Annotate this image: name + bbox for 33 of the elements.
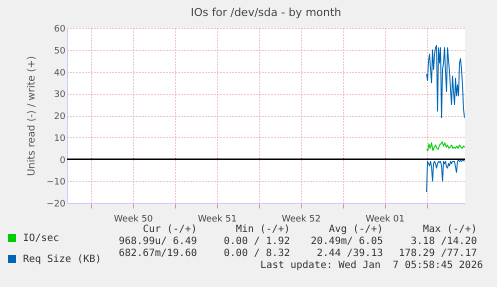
x-tick-label: Week 52 <box>282 214 321 224</box>
text: 3.18 /14.20 <box>410 236 477 248</box>
text: 0.00 / 1.92 <box>224 236 290 248</box>
line-series <box>426 141 466 151</box>
text: 178.29 /77.17 <box>398 248 477 260</box>
text: 968.99u/ 6.49 <box>118 236 197 248</box>
text: Min (-/+) <box>236 224 290 236</box>
y-tick-label: −10 <box>46 178 66 188</box>
text: 682.67m/19.60 <box>118 248 197 260</box>
y-tick-label: 30 <box>54 90 66 100</box>
chart-title: IOs for /dev/sda - by month <box>190 6 342 19</box>
y-tick-label: 10 <box>54 134 66 144</box>
line-series <box>426 45 465 118</box>
text: 2.44 /39.13 <box>316 248 383 260</box>
x-tick-label: Week 51 <box>198 214 237 224</box>
text: Last update: Wed Jan 7 05:58:45 2026 <box>260 260 483 272</box>
text: 0.00 / 8.32 <box>224 248 290 260</box>
y-tick-label: −20 <box>46 200 66 210</box>
text: 20.49m/ 6.05 <box>310 236 383 248</box>
legend-label: Req Size (KB) <box>23 254 102 265</box>
y-tick-label: 0 <box>60 156 66 166</box>
y-tick-label: 20 <box>54 112 66 122</box>
text: Avg (-/+) <box>328 224 383 236</box>
y-tick-label: 60 <box>54 24 66 34</box>
x-tick-label: Week 01 <box>366 214 405 224</box>
line-series <box>426 160 465 193</box>
text: Cur (-/+) <box>142 224 197 236</box>
x-tick-label: Week 50 <box>114 214 154 224</box>
legend-label: IO/sec <box>23 233 60 244</box>
y-tick-label: 50 <box>54 46 66 56</box>
text: Max (-/+) <box>422 224 477 236</box>
y-tick-label: 40 <box>54 68 66 78</box>
y-axis-title: Units read (-) / write (+) <box>26 56 38 176</box>
